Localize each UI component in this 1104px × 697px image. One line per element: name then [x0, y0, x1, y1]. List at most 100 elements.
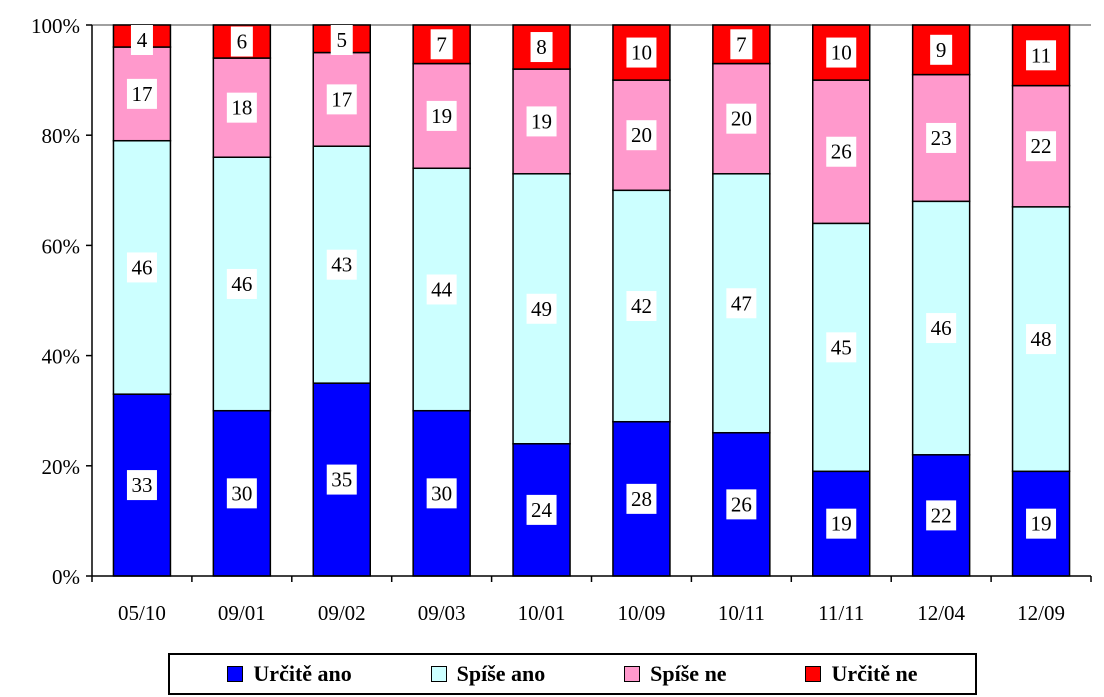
legend-item-urcite-ne: Určitě ne — [805, 661, 918, 687]
data-label-bg-7-2 — [826, 136, 857, 167]
data-label-bg-4-0 — [526, 494, 557, 525]
data-label-3-3: 7 — [436, 32, 447, 56]
data-label-bg-3-1 — [426, 274, 457, 305]
data-label-4-1: 49 — [531, 297, 552, 321]
x-tick-label-2: 09/02 — [318, 601, 366, 625]
data-label-bg-3-2 — [426, 100, 457, 131]
legend-item-spise-ne: Spíše ne — [624, 661, 727, 687]
stacked-bar-chart: 33 46 17 4 30 46 18 6 35 43 17 5 30 44 19 7 24 49 19 8 28 42 2… — [31, 14, 1092, 625]
x-tick-label-9: 12/09 — [1017, 601, 1065, 625]
data-label-8-3: 9 — [936, 38, 947, 62]
data-label-bg-3-3 — [430, 29, 453, 60]
x-tick-label-0: 05/10 — [118, 601, 166, 625]
data-label-bg-2-3 — [330, 25, 353, 55]
data-label-2-3: 5 — [337, 28, 348, 52]
data-label-bg-7-3 — [826, 37, 857, 68]
y-tick-label-2: 40% — [42, 345, 81, 369]
bar-segment-4-1 — [512, 173, 571, 445]
data-label-0-1: 46 — [131, 255, 152, 279]
data-label-bg-8-1 — [926, 313, 957, 344]
data-label-bg-5-2 — [626, 120, 657, 151]
data-label-bg-1-1 — [226, 268, 257, 299]
data-label-4-0: 24 — [531, 498, 553, 522]
data-label-8-0: 22 — [931, 503, 952, 527]
data-label-bg-1-3 — [230, 26, 253, 57]
data-label-1-3: 6 — [237, 30, 248, 54]
data-label-4-2: 19 — [531, 109, 552, 133]
data-label-bg-0-3 — [130, 25, 153, 55]
data-label-bg-0-1 — [126, 252, 157, 283]
data-label-bg-2-2 — [326, 84, 357, 115]
legend-swatch-spise-ne — [624, 666, 641, 682]
x-tick-label-8: 12/04 — [917, 601, 965, 625]
data-label-bg-1-2 — [226, 92, 257, 123]
data-label-5-3: 10 — [631, 41, 652, 65]
data-label-1-1: 46 — [231, 272, 252, 296]
data-label-7-1: 45 — [831, 335, 852, 359]
data-label-bg-9-0 — [1026, 508, 1057, 539]
y-tick-label-0: 0% — [52, 565, 80, 589]
data-label-bg-0-0 — [126, 470, 157, 501]
data-label-bg-9-1 — [1026, 324, 1057, 355]
data-label-bg-9-3 — [1026, 40, 1057, 71]
data-label-bg-8-2 — [926, 122, 957, 153]
data-label-5-0: 28 — [631, 487, 652, 511]
legend-label-spise-ano: Spíše ano — [456, 661, 546, 686]
legend-label-urcite-ano: Určitě ano — [253, 661, 352, 686]
data-label-bg-2-1 — [326, 249, 357, 280]
x-tick-label-1: 09/01 — [218, 601, 266, 625]
data-label-6-1: 47 — [731, 291, 752, 315]
data-label-bg-6-0 — [726, 489, 757, 520]
data-label-3-1: 44 — [431, 277, 453, 301]
data-label-bg-6-1 — [726, 288, 757, 319]
legend-swatch-urcite-ne — [805, 666, 822, 682]
data-label-bg-4-3 — [530, 32, 553, 63]
data-label-9-3: 11 — [1031, 43, 1051, 67]
y-tick-label-3: 60% — [42, 234, 81, 258]
y-tick-label-1: 20% — [42, 455, 81, 479]
data-label-bg-4-1 — [526, 293, 557, 324]
data-label-2-1: 43 — [331, 253, 352, 277]
data-label-bg-1-0 — [226, 478, 257, 509]
data-label-1-2: 18 — [231, 96, 252, 120]
data-label-6-2: 20 — [731, 107, 752, 131]
data-label-bg-5-0 — [626, 483, 657, 514]
data-label-7-2: 26 — [831, 140, 852, 164]
data-label-bg-3-0 — [426, 478, 457, 509]
data-label-6-3: 7 — [736, 32, 747, 56]
legend-swatch-urcite-ano — [227, 666, 244, 682]
data-label-9-2: 22 — [1031, 134, 1052, 158]
legend-swatch-spise-ano — [430, 666, 447, 682]
y-tick-label-4: 80% — [42, 124, 81, 148]
x-tick-label-5: 10/09 — [618, 601, 666, 625]
data-label-bg-5-3 — [626, 37, 657, 68]
data-label-3-2: 19 — [431, 104, 452, 128]
data-label-2-0: 35 — [331, 468, 352, 492]
data-label-7-3: 10 — [831, 41, 852, 65]
data-label-4-3: 8 — [536, 35, 547, 59]
data-label-5-1: 42 — [631, 294, 652, 318]
data-label-bg-9-2 — [1026, 131, 1057, 162]
data-label-bg-2-0 — [326, 464, 357, 495]
data-label-bg-8-0 — [926, 500, 957, 531]
x-tick-label-6: 10/11 — [718, 601, 765, 625]
legend-label-spise-ne: Spíše ne — [650, 661, 727, 686]
x-tick-label-7: 11/11 — [818, 601, 864, 625]
data-label-0-3: 4 — [137, 28, 148, 52]
legend-label-urcite-ne: Určitě ne — [831, 661, 918, 686]
data-label-9-1: 48 — [1031, 327, 1052, 351]
legend-item-spise-ano: Spíše ano — [430, 661, 546, 687]
data-label-bg-7-1 — [826, 332, 857, 363]
x-tick-label-4: 10/01 — [518, 601, 566, 625]
data-label-bg-7-0 — [826, 508, 857, 539]
data-label-3-0: 30 — [431, 481, 452, 505]
data-label-bg-4-2 — [526, 106, 557, 137]
data-label-0-2: 17 — [131, 82, 152, 106]
data-label-bg-8-3 — [930, 34, 953, 65]
data-label-bg-6-2 — [726, 103, 757, 134]
data-label-9-0: 19 — [1031, 512, 1052, 536]
data-label-0-0: 33 — [131, 473, 152, 497]
data-label-bg-6-3 — [730, 29, 753, 60]
data-label-1-0: 30 — [231, 481, 252, 505]
data-label-8-1: 46 — [931, 316, 952, 340]
